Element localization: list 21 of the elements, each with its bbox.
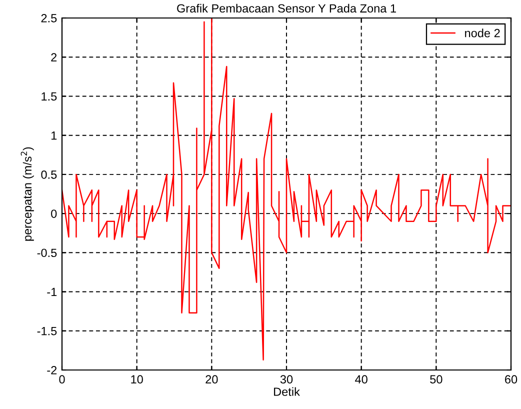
y-tick-label: 2: [51, 53, 57, 62]
y-axis-title: percepatan (m/s$^{2}$): [20, 147, 34, 241]
x-tick-label: 20: [206, 375, 218, 384]
chart-title: Grafik Pembacaan Sensor Y Pada Zona 1: [177, 4, 396, 13]
y-tick-label: 0: [51, 210, 57, 218]
x-tick-label: 60: [505, 375, 518, 384]
y-tick-label: -0.5: [37, 248, 57, 258]
y-tick-label: 1.5: [42, 92, 57, 101]
y-tick-label: 2.5: [41, 14, 57, 22]
y-tick-label: 1: [51, 131, 57, 140]
legend-label: node 2: [465, 28, 500, 38]
x-tick-label: 30: [280, 375, 293, 384]
y-tick-label: -1: [47, 288, 57, 296]
x-tick-label: 10: [131, 375, 143, 384]
x-tick-label: 0: [59, 375, 65, 384]
y-tick-label: 0.5: [41, 170, 57, 179]
x-axis-title: Detik: [274, 387, 300, 396]
x-tick-label: 50: [430, 375, 442, 384]
y-tick-label: -1.5: [37, 327, 57, 336]
y-tick-label: -2: [47, 366, 57, 374]
x-tick-label: 40: [355, 375, 368, 384]
